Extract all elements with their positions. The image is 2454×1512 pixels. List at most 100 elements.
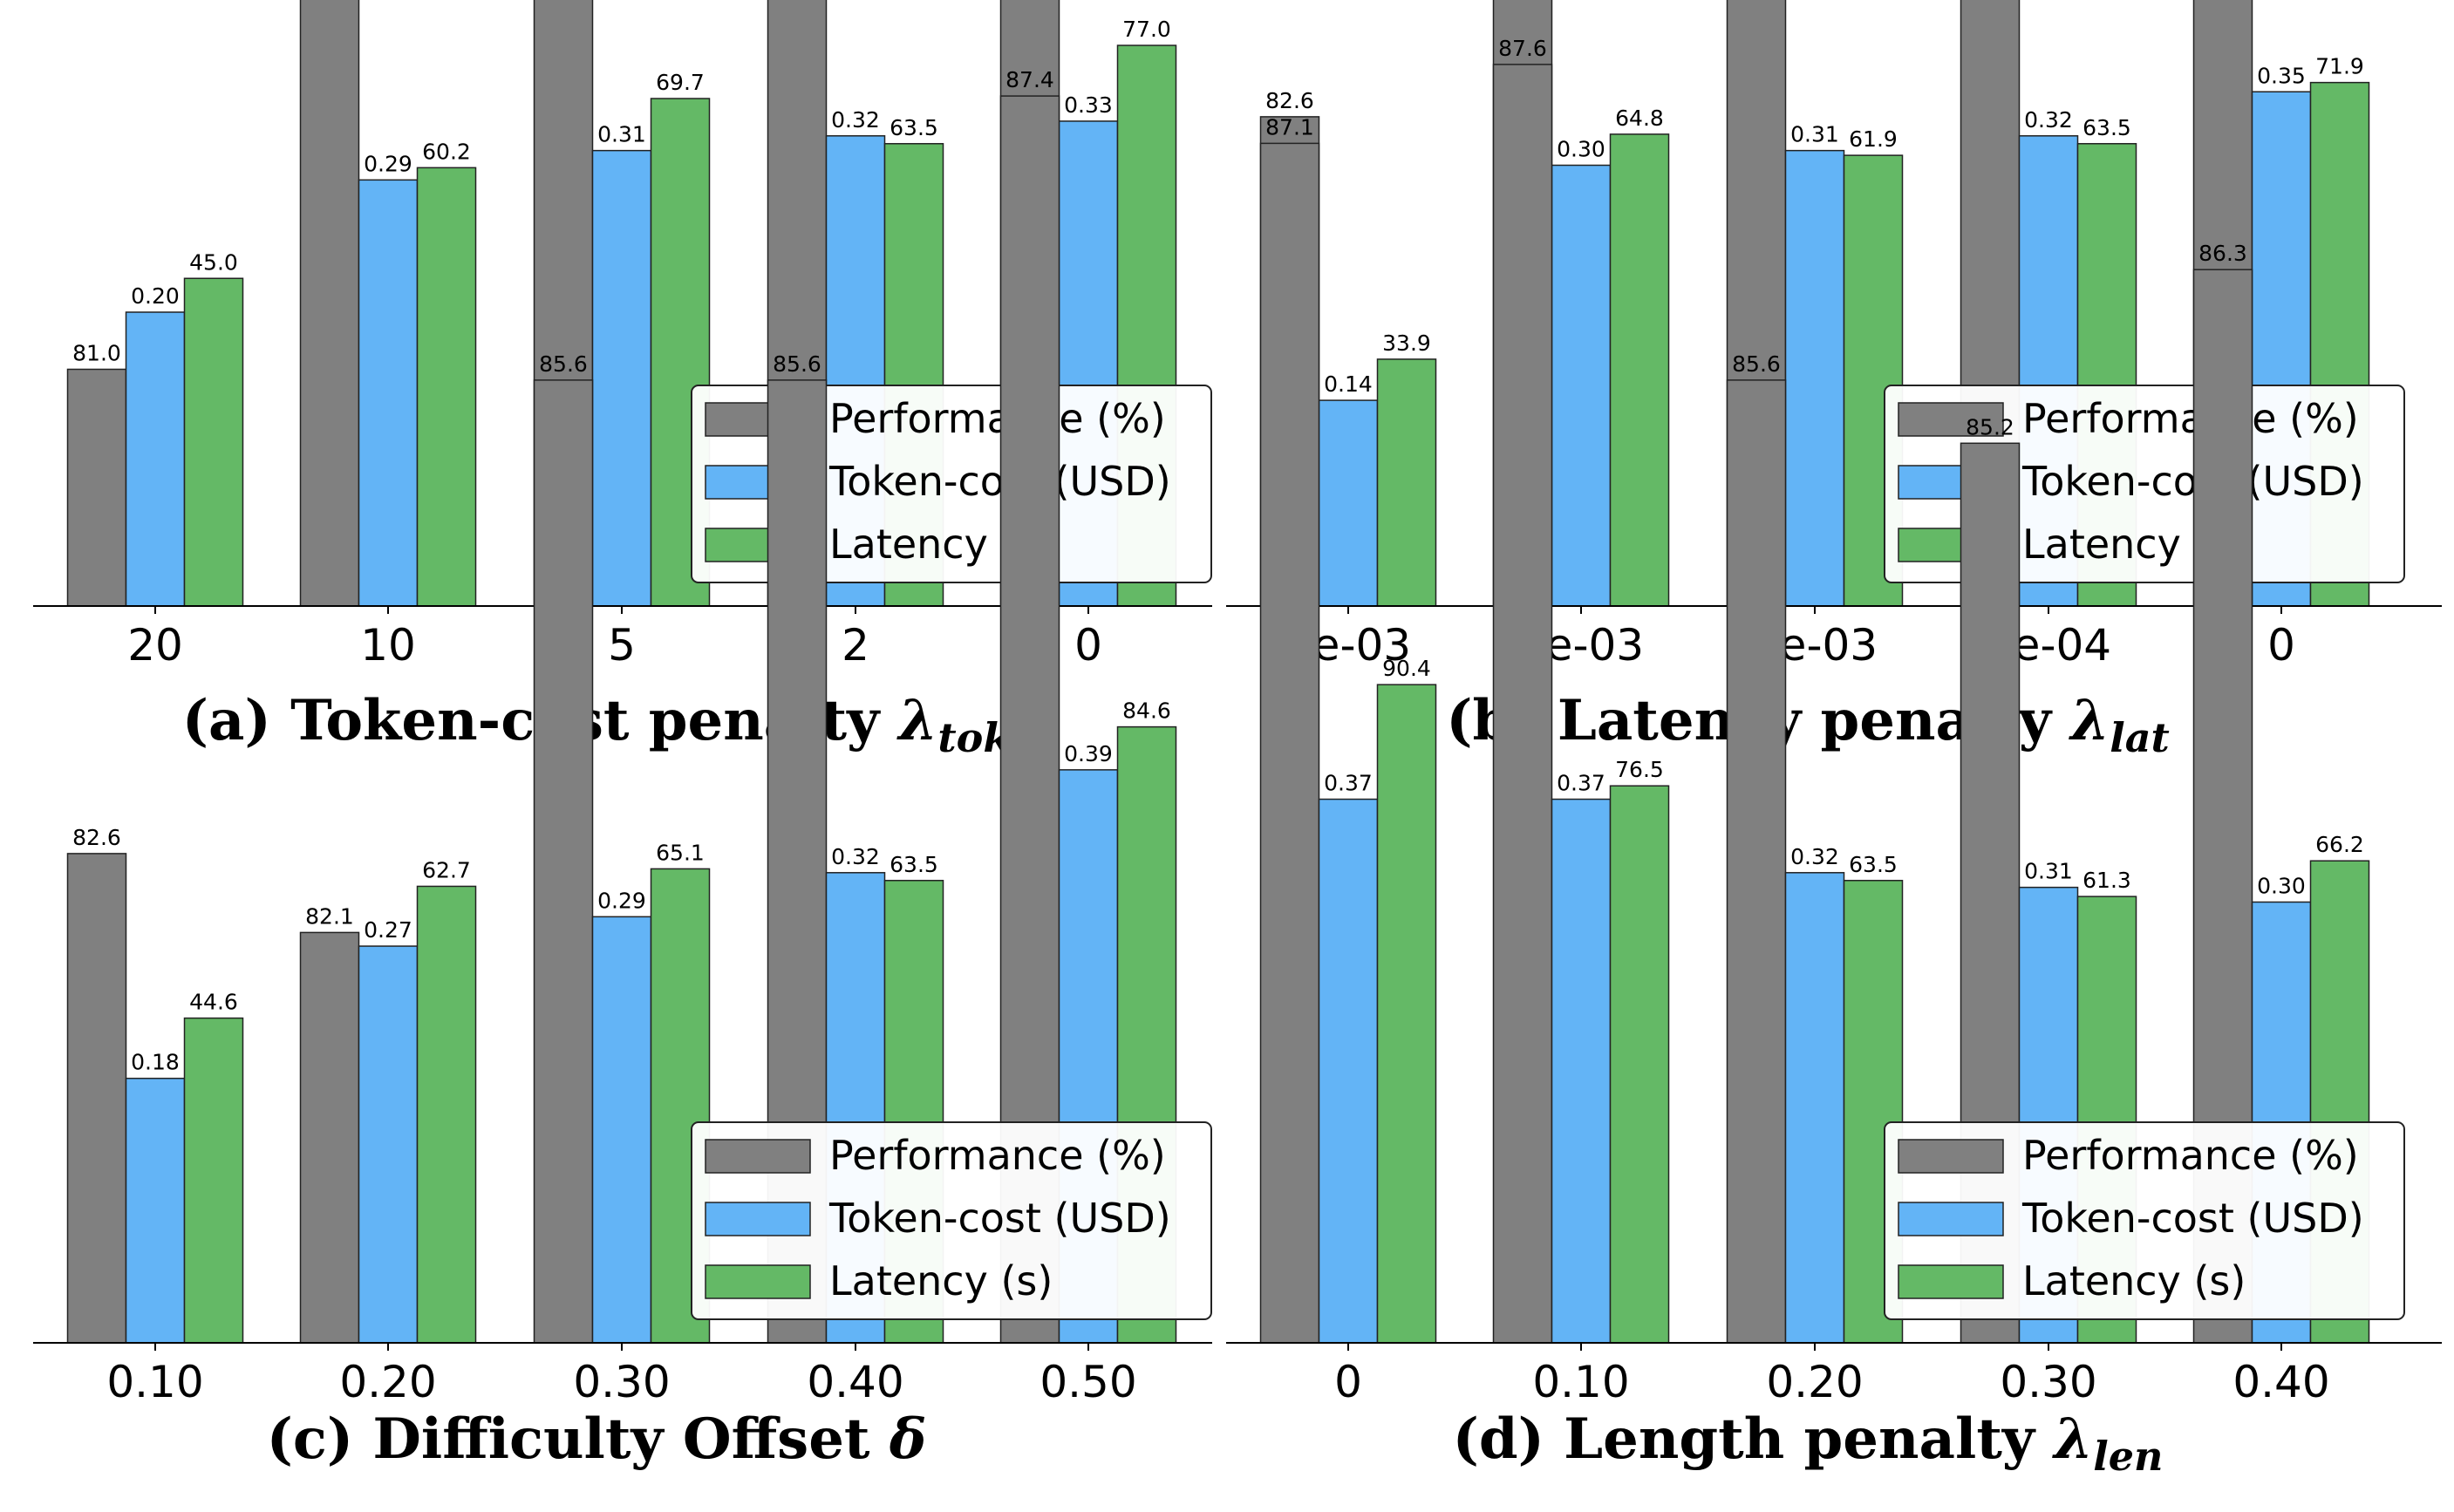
- bar-d-token-cost-0: [1318, 798, 1379, 1344]
- bar-c-performance-2: [533, 379, 594, 1344]
- legend-swatch-d-performance: [1898, 1139, 2004, 1174]
- bar-a-performance-0: [66, 368, 127, 607]
- caption-subscript-a: tok: [937, 714, 1011, 761]
- caption-text-d: (d) Length penalty: [1453, 1406, 2055, 1472]
- value-label-b-performance-0: 82.6: [1265, 88, 1314, 113]
- bar-a-latency-0: [183, 277, 244, 607]
- value-label-b-token-cost-0: 0.14: [1324, 371, 1373, 397]
- value-label-b-token-cost-1: 0.30: [1557, 137, 1605, 162]
- bar-c-latency-0: [183, 1017, 244, 1344]
- value-label-d-performance-3: 85.2: [1966, 414, 2014, 439]
- value-label-d-token-cost-3: 0.31: [2024, 859, 2073, 884]
- value-label-a-performance-0: 81.0: [72, 341, 121, 366]
- value-label-d-token-cost-0: 0.37: [1324, 771, 1373, 796]
- bar-a-latency-1: [416, 167, 477, 607]
- value-label-c-latency-1: 62.7: [422, 857, 471, 882]
- caption-symbol-b: λ: [2068, 688, 2110, 753]
- value-label-c-token-cost-1: 0.27: [364, 917, 412, 943]
- legend-swatch-c-latency: [705, 1264, 811, 1299]
- bar-c-performance-0: [66, 853, 127, 1344]
- value-label-c-token-cost-3: 0.32: [831, 844, 880, 869]
- bar-c-token-cost-0: [125, 1077, 186, 1344]
- value-label-b-token-cost-3: 0.32: [2024, 107, 2073, 133]
- bar-b-token-cost-1: [1551, 164, 1612, 607]
- value-label-c-performance-2: 85.6: [539, 351, 588, 377]
- value-label-c-token-cost-4: 0.39: [1064, 741, 1113, 766]
- legend-label-d-token-cost: Token-cost (USD): [2021, 1195, 2364, 1242]
- bar-b-latency-1: [1609, 133, 1670, 607]
- value-label-a-latency-4: 77.0: [1122, 17, 1171, 42]
- legend-c: Performance (%) Token-cost (USD) Latency (…: [691, 1121, 1212, 1320]
- value-label-a-latency-1: 60.2: [422, 139, 471, 164]
- x-tick-label-a-4: 0: [1074, 620, 1102, 671]
- bar-c-latency-1: [416, 885, 477, 1344]
- bar-a-performance-1: [299, 0, 360, 607]
- x-tick-label-c-4: 0.50: [1040, 1357, 1136, 1407]
- bar-d-token-cost-1: [1551, 798, 1612, 1344]
- value-label-b-latency-3: 63.5: [2082, 115, 2131, 140]
- value-label-d-token-cost-1: 0.37: [1557, 771, 1605, 796]
- bar-a-token-cost-2: [591, 149, 652, 607]
- value-label-b-latency-4: 71.9: [2315, 54, 2364, 79]
- bar-c-token-cost-2: [591, 916, 652, 1344]
- value-label-a-latency-3: 63.5: [890, 115, 938, 140]
- legend-swatch-c-performance: [705, 1139, 811, 1174]
- value-label-a-latency-0: 45.0: [189, 249, 238, 275]
- caption-d: (d) Length penalty λlen: [1453, 1406, 2164, 1480]
- x-tick-label-a-0: 20: [127, 620, 183, 671]
- bar-d-latency-1: [1609, 785, 1670, 1344]
- caption-b: (b) Latency penalty λlat: [1446, 688, 2170, 761]
- x-tick-label-c-3: 0.40: [807, 1357, 903, 1407]
- x-tick-label-d-1: 0.10: [1532, 1357, 1629, 1407]
- x-tick-label-a-2: 5: [608, 620, 636, 671]
- caption-a: (a) Token-cost penalty λtok: [182, 688, 1011, 761]
- x-tick-label-d-2: 0.20: [1766, 1357, 1863, 1407]
- value-label-d-performance-1: 87.6: [1498, 36, 1547, 61]
- x-tick-label-d-0: 0: [1334, 1357, 1362, 1407]
- value-label-a-latency-2: 69.7: [656, 70, 705, 95]
- value-label-a-token-cost-1: 0.29: [364, 151, 412, 176]
- legend-label-c-latency: Latency (s): [829, 1257, 1053, 1304]
- value-label-a-token-cost-3: 0.32: [831, 107, 880, 133]
- legend-label-c-token-cost: Token-cost (USD): [828, 1195, 1171, 1242]
- value-label-b-latency-1: 64.8: [1615, 106, 1664, 131]
- legend-label-b-token-cost: Token-cost (USD): [2021, 458, 2364, 505]
- x-tick-label-a-3: 2: [842, 620, 869, 671]
- x-tick-label-c-0: 0.10: [106, 1357, 203, 1407]
- legend-swatch-d-token-cost: [1898, 1202, 2004, 1236]
- value-label-a-token-cost-0: 0.20: [131, 283, 180, 309]
- value-label-c-latency-4: 84.6: [1122, 698, 1171, 724]
- bar-b-latency-0: [1376, 358, 1437, 607]
- legend-swatch-c-token-cost: [705, 1202, 811, 1236]
- value-label-a-token-cost-2: 0.31: [597, 122, 646, 147]
- caption-symbol-d: λ: [2051, 1406, 2093, 1472]
- chart-panel-d: 87.1 87.6 85.6 85.2 86.3 0.37 0.37 0.32 0.31 0.30…: [1226, 36, 2442, 1480]
- value-label-b-latency-2: 61.9: [1849, 126, 1898, 152]
- legend-swatch-b-performance: [1898, 402, 2004, 437]
- value-label-d-performance-0: 87.1: [1265, 114, 1314, 140]
- bar-d-latency-0: [1376, 684, 1437, 1344]
- value-label-d-latency-3: 61.3: [2082, 868, 2131, 893]
- legend-swatch-d-latency: [1898, 1264, 2004, 1299]
- value-label-a-token-cost-4: 0.33: [1064, 92, 1113, 118]
- value-label-d-token-cost-2: 0.32: [1790, 844, 1839, 869]
- bar-c-performance-1: [299, 931, 360, 1344]
- value-label-c-performance-1: 82.1: [305, 903, 354, 929]
- value-label-c-token-cost-2: 0.29: [597, 888, 646, 913]
- value-label-d-performance-2: 85.6: [1732, 351, 1781, 377]
- value-label-b-token-cost-4: 0.35: [2257, 63, 2306, 88]
- value-label-d-latency-4: 66.2: [2315, 832, 2364, 857]
- bar-d-token-cost-2: [1784, 872, 1845, 1344]
- legend-label-a-performance: Performance (%): [829, 395, 1166, 442]
- bar-c-token-cost-1: [358, 945, 419, 1344]
- value-label-d-performance-4: 86.3: [2198, 241, 2247, 266]
- value-label-d-latency-1: 76.5: [1615, 757, 1664, 782]
- caption-c: (c) Difficulty Offset δ: [267, 1406, 927, 1472]
- value-label-b-token-cost-2: 0.31: [1790, 122, 1839, 147]
- value-label-c-performance-3: 85.6: [773, 351, 821, 377]
- legend-label-d-performance: Performance (%): [2022, 1132, 2359, 1179]
- caption-text-c: (c) Difficulty Offset: [267, 1406, 890, 1472]
- legend-d: Performance (%) Token-cost (USD) Latency (…: [1884, 1121, 2405, 1320]
- x-tick-label-d-4: 0.40: [2232, 1357, 2329, 1407]
